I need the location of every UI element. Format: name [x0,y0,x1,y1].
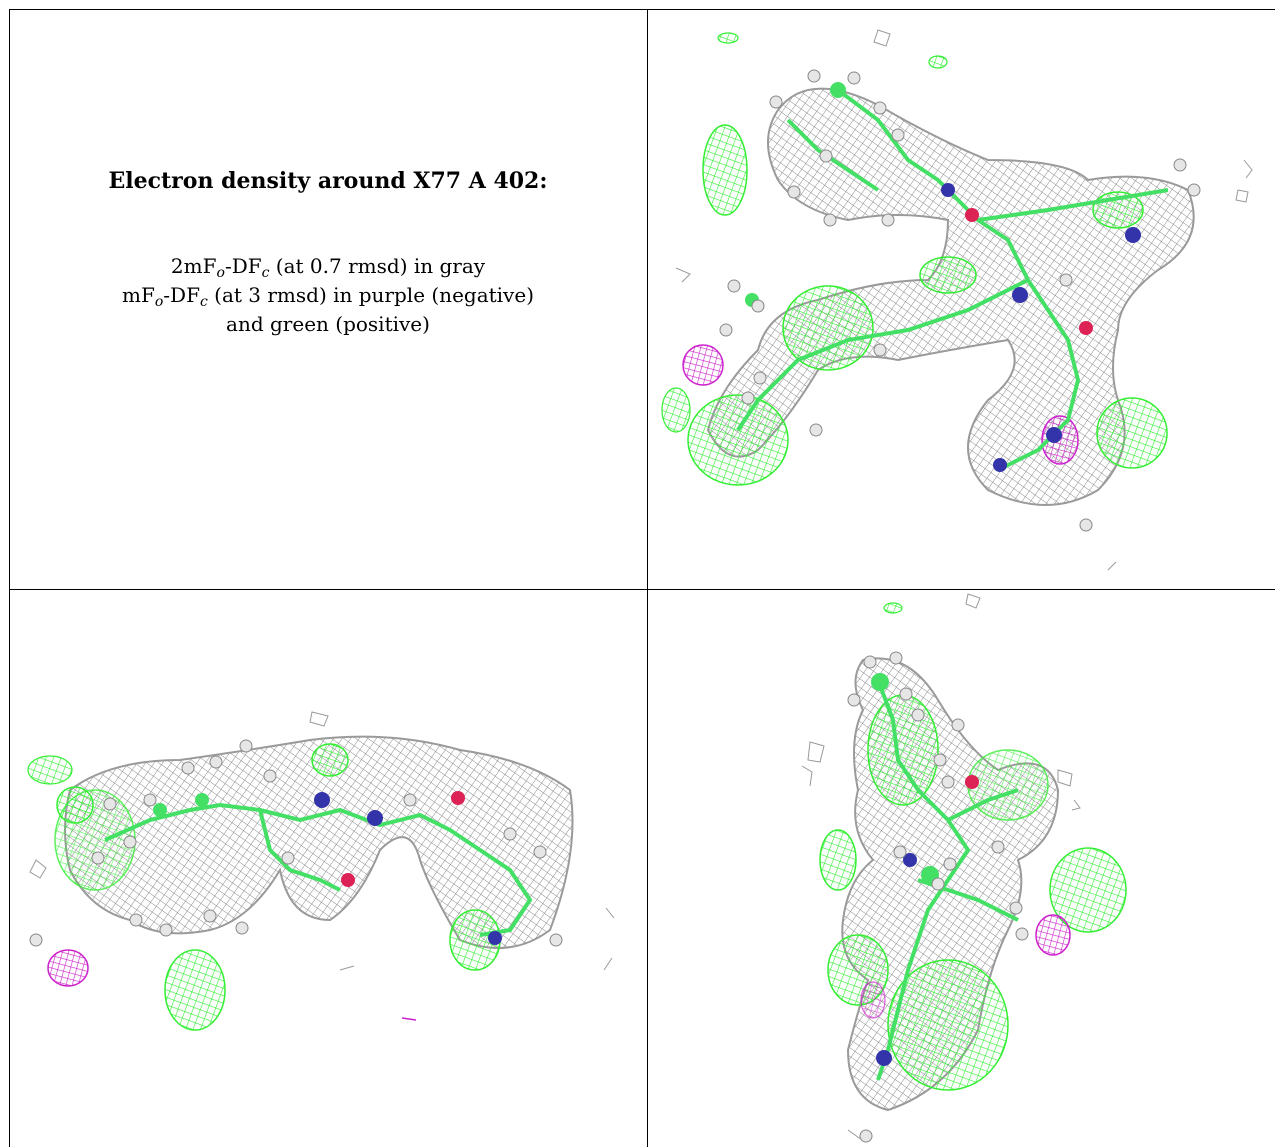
density-view-top-right [648,10,1275,589]
caption-line-fo: mFo-DFc (at 3 rmsd) in purple (negative) [122,283,534,310]
density-view-bottom-right [648,590,1275,1147]
table-border-top [9,9,1275,10]
density-map-icon [801,593,1127,1143]
table-divider-vertical [647,9,648,1147]
table-border-left [9,9,10,1147]
caption-title: Electron density around X77 A 402: [108,168,548,194]
density-map-icon [661,29,1253,571]
table-divider-horizontal [9,589,1275,590]
density-map-icon [27,711,615,1031]
caption-line-green: and green (positive) [226,312,430,336]
caption-line-2fo: 2mFo-DFc (at 0.7 rmsd) in gray [170,254,486,281]
legend-caption: Electron density around X77 A 402: 2mFo-… [10,168,646,339]
density-view-bottom-left [10,590,647,1147]
